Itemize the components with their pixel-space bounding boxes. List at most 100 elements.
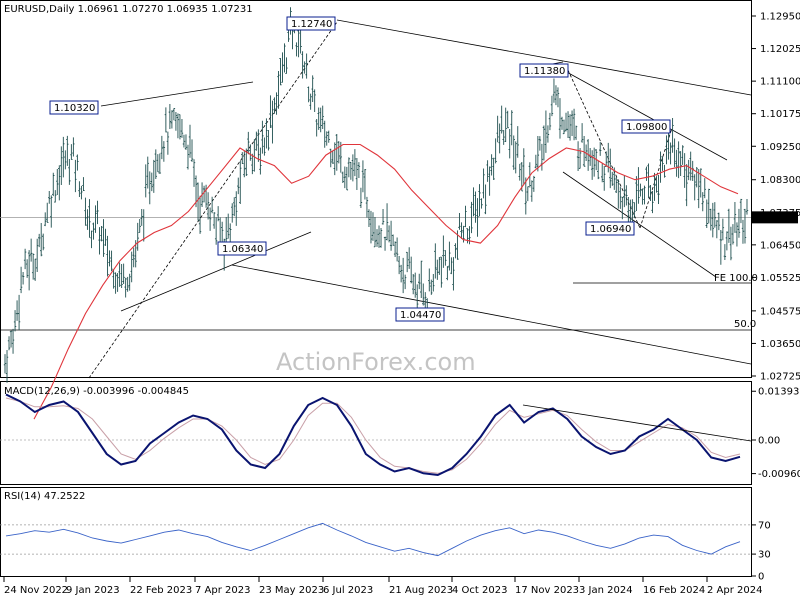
price-bar <box>339 141 343 173</box>
price-bar <box>603 166 606 191</box>
watermark-text: ActionForex.com <box>276 348 476 376</box>
price-bar <box>37 233 41 248</box>
price-bar <box>627 197 630 223</box>
price-bar <box>265 118 268 149</box>
price-bar <box>518 163 521 181</box>
price-bar <box>27 250 31 291</box>
fibo-50-label: 50.0 <box>734 319 756 330</box>
price-axis-tick-label: 1.12950 <box>760 12 800 23</box>
price-bar <box>683 153 686 188</box>
price-bar <box>532 175 536 192</box>
price-bar <box>40 223 43 257</box>
price-bar <box>120 263 123 289</box>
time-axis-tick-label: 24 Nov 2022 <box>4 585 68 596</box>
price-bar <box>245 148 248 176</box>
price-bar <box>351 154 355 182</box>
price-bar <box>78 181 81 197</box>
time-axis-tick-label: 9 Jan 2023 <box>66 585 120 596</box>
price-bar <box>414 272 417 298</box>
price-bar <box>60 146 63 185</box>
price-bar <box>108 250 111 267</box>
price-bar <box>158 153 162 174</box>
price-bar <box>562 119 566 135</box>
price-bar <box>713 202 717 228</box>
price-bar <box>367 209 371 227</box>
price-bar <box>323 120 326 148</box>
price-bar <box>522 148 525 185</box>
price-bar <box>508 128 511 159</box>
price-bar <box>572 108 576 141</box>
price-bar <box>319 107 322 133</box>
price-bar <box>3 354 7 374</box>
price-bar <box>206 192 210 220</box>
price-axis-tick-label: 1.03650 <box>760 339 800 350</box>
price-bar <box>397 256 401 275</box>
fe-100-label: FE 100.0 <box>714 273 758 284</box>
price-bar <box>458 213 461 230</box>
price-bar <box>295 42 298 57</box>
price-bar <box>349 161 353 180</box>
price-bar <box>715 220 719 239</box>
macd-axis-tick-label: 0.00 <box>758 436 780 447</box>
price-bar <box>116 272 119 292</box>
price-bar <box>247 131 250 155</box>
price-bar <box>621 196 624 220</box>
price-bar <box>741 219 745 244</box>
price-bar <box>544 110 548 153</box>
price-bar <box>128 273 131 291</box>
price-bar <box>315 118 318 137</box>
price-bar <box>35 238 39 273</box>
price-bar <box>707 188 710 224</box>
price-bar <box>452 257 455 291</box>
price-bar <box>514 141 517 174</box>
price-bar <box>711 202 715 238</box>
price-bar <box>301 51 304 79</box>
price-bar <box>613 167 616 190</box>
price-bar <box>625 185 628 206</box>
price-bar <box>502 129 505 145</box>
price-bar <box>446 266 449 281</box>
price-bar <box>333 142 336 176</box>
price-bar <box>641 188 644 205</box>
current-price-tag <box>752 211 798 224</box>
price-bar <box>132 247 135 268</box>
price-bar <box>512 135 515 170</box>
price-bar <box>373 217 377 248</box>
price-axis-tick-label: 1.12025 <box>760 44 800 55</box>
price-bar <box>677 141 680 179</box>
price-bar <box>727 208 731 243</box>
price-bar <box>570 110 574 137</box>
price-bar <box>409 256 413 284</box>
price-bar <box>478 184 481 217</box>
price-bar <box>651 190 654 214</box>
price-bar <box>534 154 538 169</box>
price-bar <box>249 144 252 161</box>
price-bar <box>355 157 359 190</box>
macd-header: MACD(12,26,9) -0.003996 -0.004845 <box>4 386 189 397</box>
price-bar <box>90 230 93 249</box>
price-bar <box>283 43 286 73</box>
time-axis-tick-label: 4 Oct 2023 <box>452 585 507 596</box>
price-bar <box>438 256 441 275</box>
time-axis-tick-label: 16 Feb 2024 <box>643 585 705 596</box>
annotation-labels: 1.10320 1.12740 1.11380 1.09800 1.06340 1.044… <box>49 16 758 330</box>
price-bar <box>735 222 739 247</box>
price-bar <box>210 196 214 214</box>
price-bar <box>723 244 727 261</box>
price-label-text: 1.12740 <box>291 19 332 30</box>
time-axis-tick-label: 7 Apr 2023 <box>195 585 250 596</box>
price-bar <box>214 217 218 245</box>
price-bar <box>353 149 357 177</box>
price-bar <box>619 186 622 209</box>
price-bar <box>657 174 660 205</box>
price-label-text: 1.11380 <box>524 66 565 77</box>
price-bar <box>407 247 411 269</box>
price-bar <box>383 236 387 251</box>
rsi-axis-tick-label: 30 <box>758 550 771 561</box>
price-bar <box>526 186 530 202</box>
price-bar <box>124 277 127 298</box>
rsi-panel-frame <box>0 487 752 577</box>
price-bar <box>44 212 47 227</box>
price-bar <box>699 168 702 198</box>
sma-line <box>33 143 739 420</box>
